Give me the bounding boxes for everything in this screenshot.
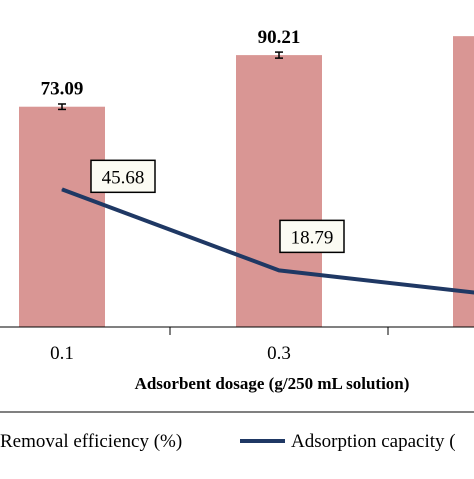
legend: Removal efficiency (%) Adsorption capacit… [0,412,474,452]
line-point [279,270,280,271]
legend-label-removal: Removal efficiency (%) [0,431,182,452]
bar-value-label: 90.21 [258,27,301,48]
line-point [62,189,63,190]
bar-0.3 [236,55,322,327]
x-tick-label: 0.1 [50,343,74,364]
x-tick-label: 0.3 [267,343,291,364]
line-value-label: 45.68 [102,167,145,188]
legend-label-adsorption: Adsorption capacity ( [291,431,456,452]
x-axis: 0.1 0.3 [0,327,474,364]
x-axis-title: Adsorbent dosage (g/250 mL solution) [135,374,410,393]
bar-0.1 [19,107,105,327]
line-value-label: 18.79 [291,227,334,248]
bar-value-label: 73.09 [41,79,84,100]
bar-0.5 [453,36,474,327]
